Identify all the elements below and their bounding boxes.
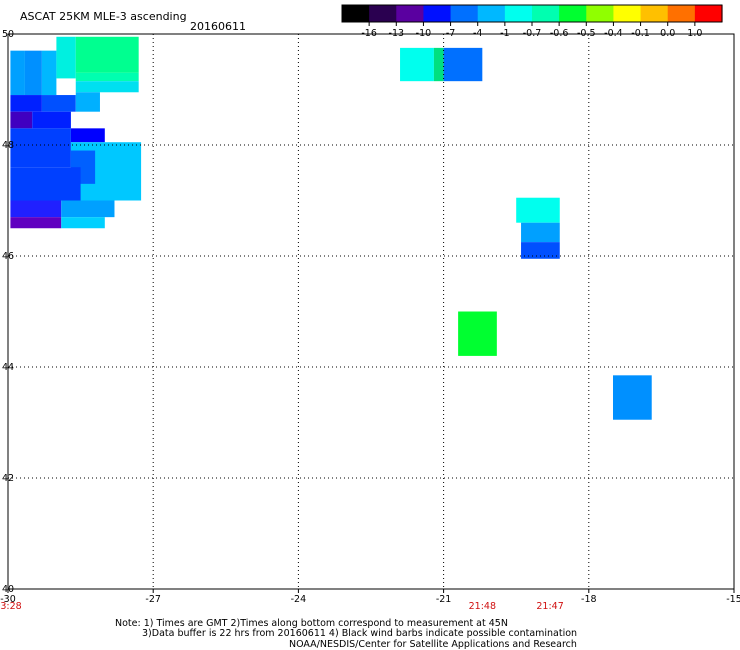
data-cell [10,95,42,112]
data-cells [10,36,652,420]
time-label: 21:48 [469,601,496,612]
data-cell [10,50,25,96]
time-labels: 23:28 21:48 21:47 [0,601,564,612]
data-cell [75,81,139,93]
data-cell [32,111,71,129]
data-cell [10,200,62,218]
data-cell [521,222,560,243]
data-cell [41,50,57,96]
chart-date: 20160611 [190,20,246,33]
data-cell [443,47,483,82]
data-cell [433,47,444,82]
x-tick-label: -18 [581,594,597,605]
y-axis: 40 42 44 46 48 50 [2,29,14,595]
note-line-1: Note: 1) Times are GMT 2)Times along bot… [115,618,508,629]
data-cell [61,217,105,229]
x-axis: -30 -27 -24 -21 -18 -15 [0,589,740,605]
y-tick-label: 46 [2,251,14,262]
colorbar-segment [504,5,533,22]
x-tick-label: -15 [726,594,740,605]
colorbar-segment [640,5,669,22]
colorbar-segment [694,5,723,22]
data-cell [75,92,100,112]
colorbar-segment [342,5,370,22]
data-cell [10,167,81,201]
time-label: 23:28 [0,601,22,612]
data-cell [458,311,497,356]
grid-lines [8,34,734,589]
data-cell [521,242,560,259]
time-label: 21:47 [536,601,563,612]
colorbar-segment [532,5,560,22]
colorbar-segment [667,5,696,22]
y-tick-label: 48 [2,140,14,151]
data-cell [41,95,76,112]
data-cell [10,111,33,129]
note-line-2: 3)Data buffer is 22 hrs from 20160611 4)… [142,628,577,639]
colorbar-segment [369,5,397,22]
colorbar-segment [559,5,587,22]
data-cell [75,36,139,73]
data-cell [400,47,434,82]
data-cell [75,72,139,82]
x-tick-label: -24 [291,594,307,605]
data-cell [24,50,42,96]
x-tick-label: -21 [436,594,452,605]
y-tick-label: 40 [2,584,14,595]
data-cell [516,197,560,223]
colorbar-segment [586,5,615,22]
x-tick-label: -30 [0,594,16,605]
colorbar-segment [423,5,452,22]
y-tick-label: 42 [2,473,14,484]
data-cell [61,200,115,218]
data-cell [613,375,652,420]
note-line-3: NOAA/NESDIS/Center for Satellite Applica… [289,639,577,650]
colorbar-segment [450,5,479,22]
data-cell [10,217,62,229]
data-cell [10,128,71,168]
data-cell [56,36,76,79]
colorbar-segment [613,5,642,22]
chart-title: ASCAT 25KM MLE-3 ascending [20,10,187,23]
x-tick-label: -27 [145,594,161,605]
colorbar-segment [396,5,425,22]
y-tick-label: 44 [2,362,14,373]
y-tick-label: 50 [2,29,14,40]
data-cell [70,128,105,143]
colorbar-segment [477,5,506,22]
plot-frame [7,33,735,590]
